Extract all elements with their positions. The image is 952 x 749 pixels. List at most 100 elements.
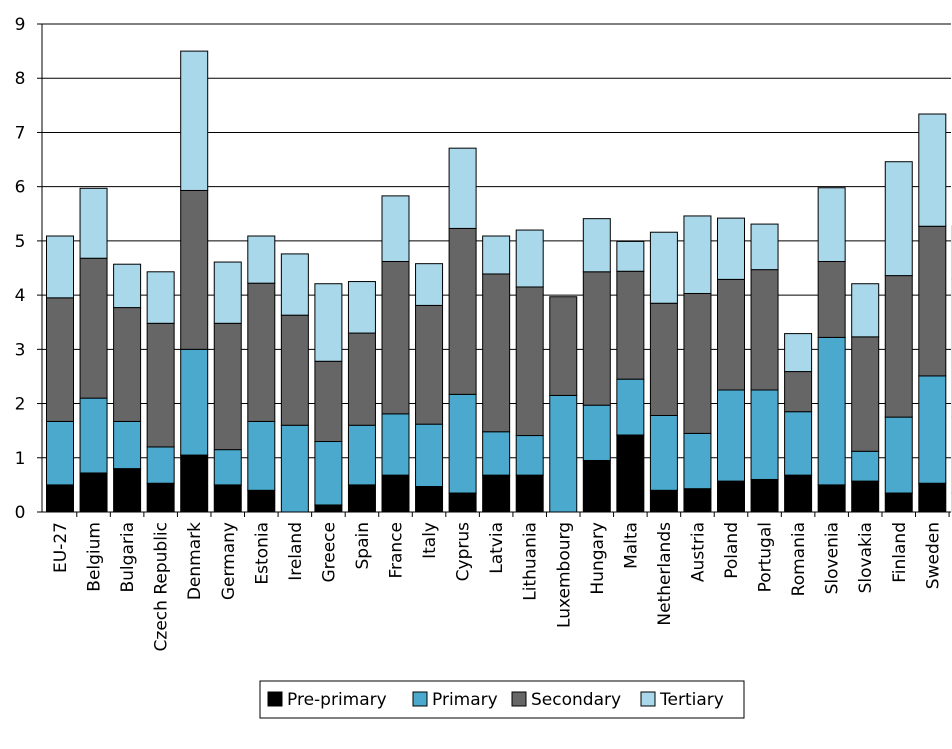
bar-italy-secondary bbox=[415, 304, 444, 425]
x-label-sweden: Sweden bbox=[923, 522, 943, 589]
bar-slovakia-tertiary bbox=[851, 283, 880, 338]
legend-item-primary: Primary bbox=[412, 690, 498, 710]
bar-spain-secondary bbox=[347, 332, 376, 426]
legend-item-secondary: Secondary bbox=[511, 690, 621, 710]
bar-belgium-tertiary bbox=[79, 187, 108, 259]
bar-slovakia-pre-primary bbox=[851, 480, 880, 513]
bar-denmark-pre-primary bbox=[180, 454, 209, 513]
bar-greece-secondary bbox=[314, 360, 343, 443]
y-tick-label-3: 3 bbox=[15, 340, 26, 360]
x-label-czech-republic: Czech Republic bbox=[152, 522, 172, 651]
bar-estonia-pre-primary bbox=[247, 489, 276, 513]
bar-france-secondary bbox=[381, 260, 410, 415]
x-label-greece: Greece bbox=[319, 522, 339, 583]
bar-eu-27-pre-primary bbox=[46, 484, 74, 513]
bar-estonia-tertiary bbox=[247, 235, 276, 284]
bar-slovenia-secondary bbox=[817, 260, 846, 338]
bar-hungary-tertiary bbox=[582, 218, 611, 273]
bar-belgium-pre-primary bbox=[79, 472, 108, 513]
bar-netherlands-pre-primary bbox=[649, 489, 678, 513]
x-label-austria: Austria bbox=[688, 522, 708, 582]
bar-finland-tertiary bbox=[884, 161, 913, 277]
y-tick-label-0: 0 bbox=[15, 503, 26, 523]
bar-slovakia-secondary bbox=[851, 336, 880, 452]
x-label-slovenia: Slovenia bbox=[823, 522, 843, 594]
x-label-france: France bbox=[387, 522, 407, 579]
bar-romania-tertiary bbox=[784, 333, 813, 373]
x-label-cyprus: Cyprus bbox=[454, 522, 474, 581]
bar-romania-pre-primary bbox=[784, 474, 813, 513]
y-tick-label-9: 9 bbox=[15, 15, 26, 35]
x-category-labels: EU-27 Belgium Bulgaria Czech Republic Denmar… bbox=[51, 522, 943, 652]
x-label-finland: Finland bbox=[890, 522, 910, 583]
bar-ireland-tertiary bbox=[280, 253, 309, 316]
bar-cyprus-secondary bbox=[448, 227, 477, 395]
x-label-hungary: Hungary bbox=[588, 522, 608, 595]
bar-poland-secondary bbox=[717, 278, 745, 391]
bar-sweden-primary bbox=[918, 375, 947, 484]
bar-germany-secondary bbox=[213, 322, 242, 451]
x-label-portugal: Portugal bbox=[756, 522, 776, 592]
bar-austria-tertiary bbox=[683, 215, 712, 294]
bar-spain-primary bbox=[347, 424, 376, 486]
bar-luxembourg-primary bbox=[549, 394, 578, 513]
bar-france-primary bbox=[381, 413, 410, 476]
x-label-eu-27: EU-27 bbox=[51, 522, 71, 573]
bar-austria-pre-primary bbox=[683, 488, 712, 513]
bar-ireland-primary bbox=[280, 424, 309, 513]
legend-item-pre-primary: Pre-primary bbox=[267, 690, 387, 710]
bar-malta-secondary bbox=[616, 270, 645, 380]
bar-netherlands-secondary bbox=[649, 302, 678, 416]
bar-romania-primary bbox=[784, 411, 813, 476]
bar-bulgaria-tertiary bbox=[113, 263, 142, 309]
bar-estonia-primary bbox=[247, 420, 276, 491]
x-label-latvia: Latvia bbox=[487, 522, 507, 574]
bar-poland-pre-primary bbox=[717, 480, 745, 513]
bar-denmark-secondary bbox=[180, 189, 209, 350]
bar-austria-primary bbox=[683, 432, 712, 490]
bar-germany-primary bbox=[213, 449, 242, 486]
bar-finland-secondary bbox=[884, 275, 913, 418]
x-label-poland: Poland bbox=[722, 522, 742, 579]
x-label-romania: Romania bbox=[789, 522, 809, 596]
bar-france-tertiary bbox=[381, 195, 410, 262]
bars bbox=[46, 50, 952, 513]
legend-item-tertiary: Tertiary bbox=[640, 690, 724, 710]
bar-germany-tertiary bbox=[213, 261, 242, 324]
bar-spain-pre-primary bbox=[347, 484, 376, 513]
bar-greece-primary bbox=[314, 441, 343, 506]
y-tick-label-8: 8 bbox=[15, 69, 26, 89]
x-label-denmark: Denmark bbox=[185, 522, 205, 600]
y-tick-label-6: 6 bbox=[15, 178, 26, 198]
bar-italy-pre-primary bbox=[415, 486, 444, 513]
x-label-estonia: Estonia bbox=[252, 522, 272, 585]
bar-belgium-primary bbox=[79, 397, 108, 474]
bar-cyprus-pre-primary bbox=[448, 492, 477, 513]
bar-bulgaria-primary bbox=[113, 420, 142, 470]
x-label-netherlands: Netherlands bbox=[655, 522, 675, 626]
legend-swatch-secondary bbox=[511, 691, 527, 707]
bar-belgium-secondary bbox=[79, 257, 108, 399]
bar-sweden-pre-primary bbox=[918, 482, 947, 513]
bar-slovenia-tertiary bbox=[817, 187, 846, 262]
bar-hungary-pre-primary bbox=[582, 459, 611, 513]
bar-sweden-secondary bbox=[918, 225, 947, 377]
x-label-slovakia: Slovakia bbox=[856, 522, 876, 593]
legend-swatch-pre-primary bbox=[267, 691, 283, 707]
bar-germany-pre-primary bbox=[213, 484, 242, 513]
bar-lithuania-primary bbox=[515, 435, 544, 476]
bar-italy-primary bbox=[415, 423, 444, 488]
bar-poland-primary bbox=[717, 389, 745, 482]
legend-swatch-primary bbox=[412, 691, 428, 707]
bar-malta-tertiary bbox=[616, 240, 645, 272]
bar-denmark-tertiary bbox=[180, 50, 209, 191]
y-tick-label-4: 4 bbox=[15, 286, 26, 306]
bar-cyprus-tertiary bbox=[448, 147, 477, 229]
y-tick-label-5: 5 bbox=[15, 232, 26, 252]
bar-czech-republic-primary bbox=[146, 446, 175, 484]
bar-bulgaria-pre-primary bbox=[113, 468, 142, 513]
bar-estonia-secondary bbox=[247, 282, 276, 422]
x-label-ireland: Ireland bbox=[286, 522, 306, 581]
bar-poland-tertiary bbox=[717, 217, 745, 280]
